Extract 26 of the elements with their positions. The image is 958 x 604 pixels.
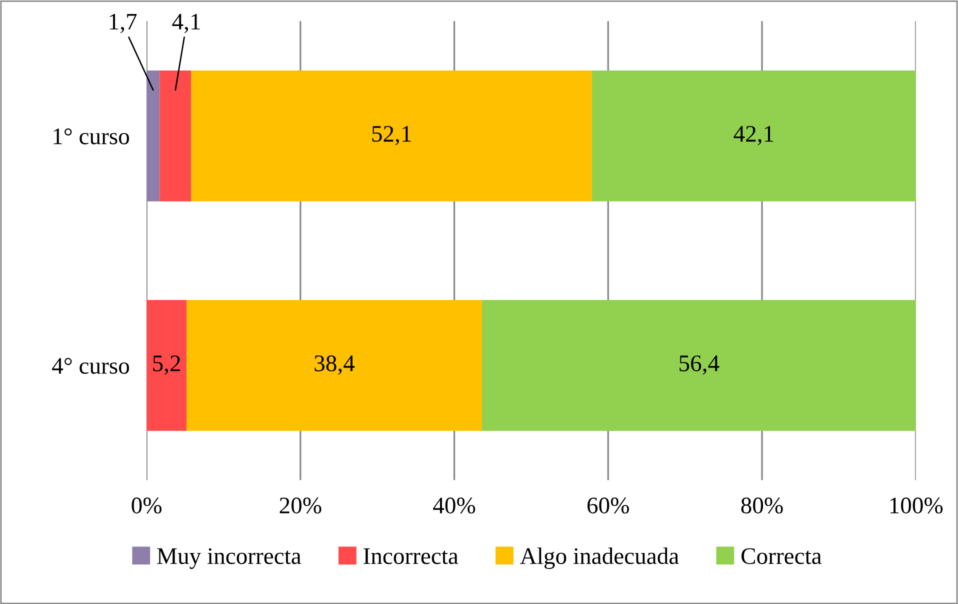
- x-tick-label: 80%: [741, 498, 783, 514]
- data-label: 38,4: [314, 355, 355, 375]
- bar: [186, 300, 482, 431]
- y-tick-label: 1° curso: [54, 128, 130, 144]
- legend-label: Incorrecta: [364, 548, 458, 564]
- data-label: 42,1: [734, 126, 774, 146]
- x-tick-label: 100%: [890, 498, 943, 514]
- data-label: 56,4: [680, 355, 720, 375]
- x-tick-label: 0%: [132, 498, 162, 514]
- legend-label: Muy incorrecta: [157, 548, 302, 569]
- x-tick-label: 60%: [588, 498, 629, 514]
- x-tick-label: 40%: [433, 498, 476, 514]
- legend-label: Correcta: [742, 548, 822, 564]
- data-label: 4,1: [172, 14, 200, 34]
- bar: [482, 300, 916, 431]
- data-label: 1,7: [110, 14, 137, 34]
- bar: [146, 300, 187, 431]
- legend-label: Algo inadecuada: [520, 547, 679, 569]
- bar: [160, 70, 192, 202]
- bar: [592, 70, 916, 202]
- x-tick-label: 20%: [280, 498, 322, 514]
- data-label: 5,2: [153, 355, 180, 375]
- bar: [146, 70, 160, 202]
- data-label: 52,1: [372, 126, 411, 146]
- bar: [191, 70, 592, 202]
- y-tick-label: 4° curso: [52, 358, 130, 374]
